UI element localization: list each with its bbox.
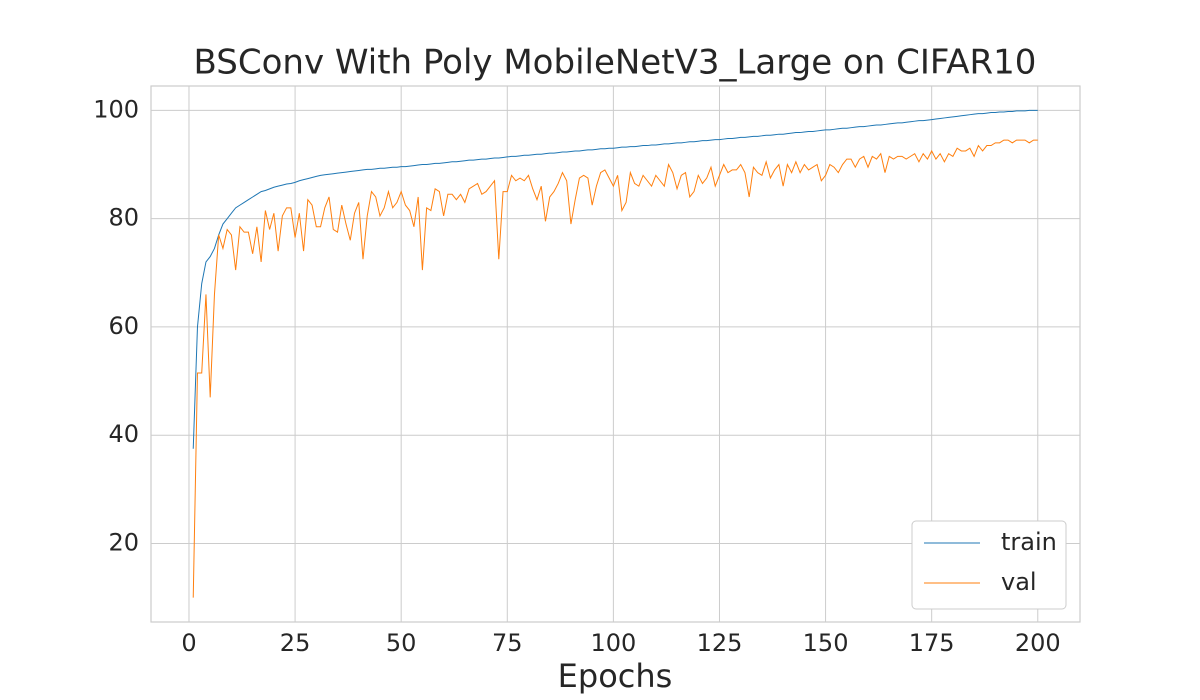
y-tick-label: 60 <box>108 312 139 340</box>
series-line <box>192 109 1038 449</box>
x-tick-label: 25 <box>280 629 311 657</box>
legend-label: val <box>1001 568 1037 596</box>
y-tick-label: 20 <box>108 528 139 556</box>
series-line <box>192 139 1038 598</box>
x-axis-label: Epochs <box>558 657 673 695</box>
x-tick-label: 0 <box>181 629 196 657</box>
x-tick-label: 75 <box>492 629 523 657</box>
legend-label: train <box>1001 528 1057 556</box>
y-tick-label: 100 <box>93 95 139 123</box>
y-tick-label: 40 <box>108 420 139 448</box>
x-tick-label: 50 <box>386 629 417 657</box>
x-tick-label: 175 <box>909 629 955 657</box>
x-tick-label: 100 <box>590 629 636 657</box>
chart-title: BSConv With Poly MobileNetV3_Large on CI… <box>194 43 1037 83</box>
plot-border <box>150 85 1081 623</box>
y-tick-label: 80 <box>108 204 139 232</box>
x-tick-label: 125 <box>697 629 743 657</box>
x-tick-label: 150 <box>803 629 849 657</box>
plot-area: 20 40 60 80 100 0 25 50 75 100 125 150 175 200 train va… <box>93 85 1081 657</box>
x-tick-label: 200 <box>1015 629 1061 657</box>
